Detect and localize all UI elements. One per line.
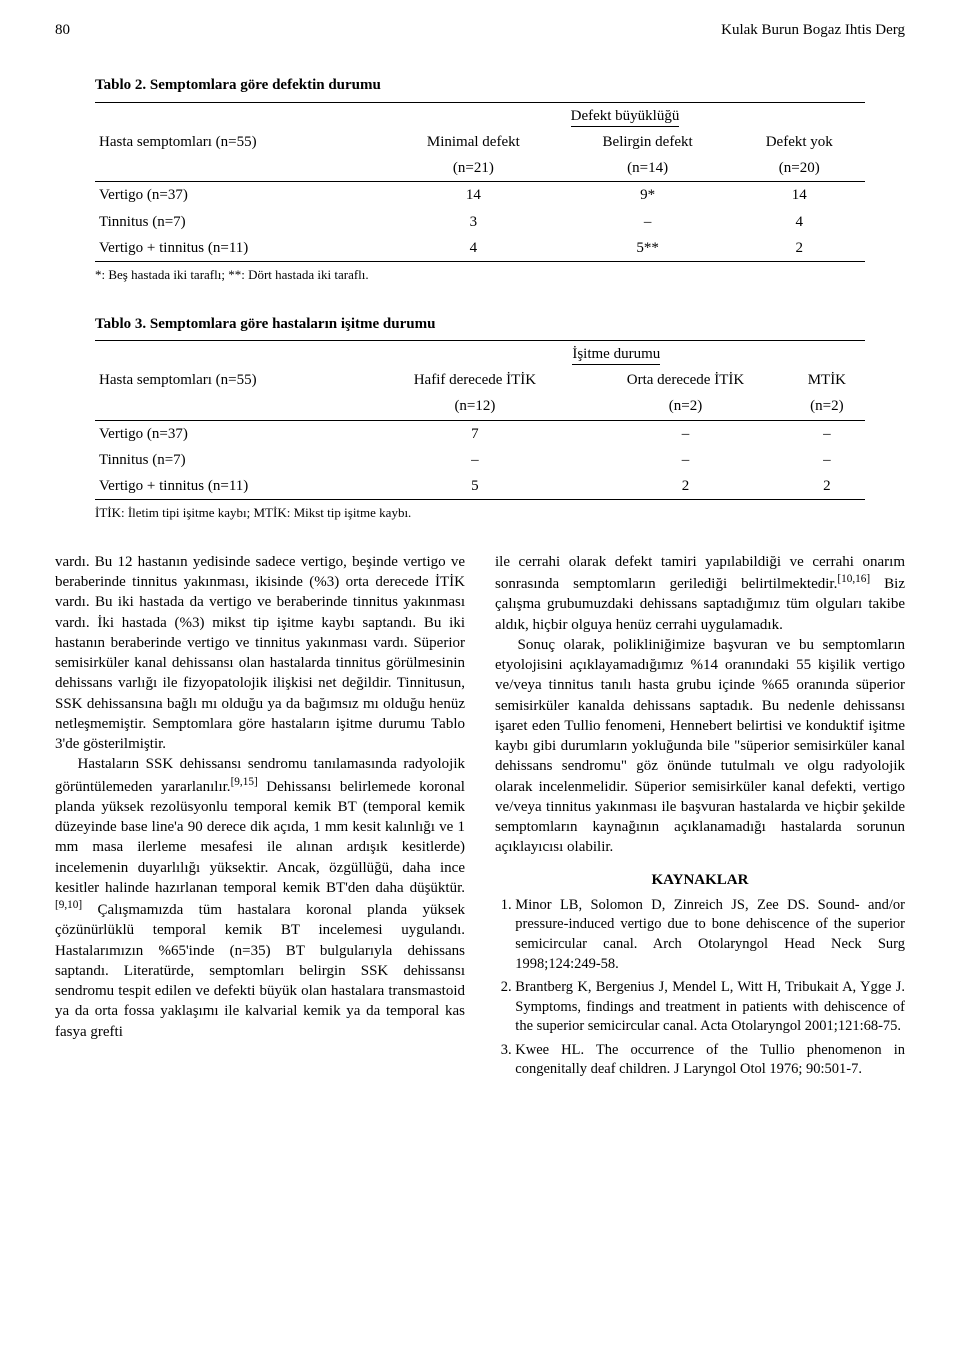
table-row: Vertigo + tinnitus (n=11) 5 2 2: [95, 473, 865, 500]
references-title: KAYNAKLAR: [495, 870, 905, 890]
table-3-footnote: İTİK: İletim tipi işitme kaybı; MTİK: Mi…: [95, 504, 865, 522]
table-3-grid: İşitme durumu Hasta semptomları (n=55) H…: [95, 340, 865, 501]
journal-name: Kulak Burun Bogaz Ihtis Derg: [721, 20, 905, 40]
table-row: Vertigo (n=37) 14 9* 14: [95, 182, 865, 209]
citation: [9,15]: [231, 776, 258, 788]
table-2-col-1: Belirgin defekt: [562, 129, 734, 155]
table-2-grid: Defekt büyüklüğü Hasta semptomları (n=55…: [95, 102, 865, 263]
page-header: 80 Kulak Burun Bogaz Ihtis Derg: [55, 20, 905, 40]
reference-item: Minor LB, Solomon D, Zinreich JS, Zee DS…: [515, 896, 905, 974]
reference-item: Brantberg K, Bergenius J, Mendel L, Witt…: [515, 978, 905, 1037]
page-number: 80: [55, 20, 70, 40]
body-columns: vardı. Bu 12 hastanın yedisinde sadece v…: [55, 552, 905, 1084]
table-row: Tinnitus (n=7) 3 – 4: [95, 209, 865, 235]
table-3-rowlabel: Hasta semptomları (n=55): [95, 367, 368, 393]
reference-item: Kwee HL. The occurrence of the Tullio ph…: [515, 1041, 905, 1080]
table-2-rowlabel: Hasta semptomları (n=55): [95, 129, 385, 155]
references-list: Minor LB, Solomon D, Zinreich JS, Zee DS…: [495, 896, 905, 1080]
table-3-spanner: İşitme durumu: [572, 346, 660, 365]
table-3-col-2: MTİK: [789, 367, 865, 393]
table-3-title: Tablo 3. Semptomlara göre hastaların işi…: [95, 314, 865, 334]
table-2-col-2: Defekt yok: [734, 129, 865, 155]
right-column: ile cerrahi olarak defekt tamiri yapılab…: [495, 552, 905, 1084]
citation: [9,10]: [55, 899, 82, 911]
para-right-1: ile cerrahi olarak defekt tamiri yapılab…: [495, 552, 905, 635]
table-2: Tablo 2. Semptomlara göre defektin durum…: [95, 75, 865, 283]
para-left-1: vardı. Bu 12 hastanın yedisinde sadece v…: [55, 552, 465, 755]
table-2-footnote: *: Beş hastada iki taraflı; **: Dört has…: [95, 266, 865, 284]
table-row: Vertigo + tinnitus (n=11) 4 5** 2: [95, 235, 865, 262]
table-3-col-0: Hafif derecede İTİK: [368, 367, 583, 393]
left-column: vardı. Bu 12 hastanın yedisinde sadece v…: [55, 552, 465, 1084]
table-3-col-1: Orta derecede İTİK: [582, 367, 788, 393]
table-2-title: Tablo 2. Semptomlara göre defektin durum…: [95, 75, 865, 95]
citation: [10,16]: [837, 573, 870, 585]
table-2-spanner: Defekt büyüklüğü: [571, 108, 680, 127]
table-row: Vertigo (n=37) 7 – –: [95, 420, 865, 447]
table-3: Tablo 3. Semptomlara göre hastaların işi…: [95, 314, 865, 522]
table-row: Tinnitus (n=7) – – –: [95, 447, 865, 473]
table-2-col-0: Minimal defekt: [385, 129, 562, 155]
para-right-2: Sonuç olarak, polikliniğimize başvuran v…: [495, 635, 905, 858]
para-left-2: Hastaların SSK dehissansı sendromu tanıl…: [55, 754, 465, 1042]
